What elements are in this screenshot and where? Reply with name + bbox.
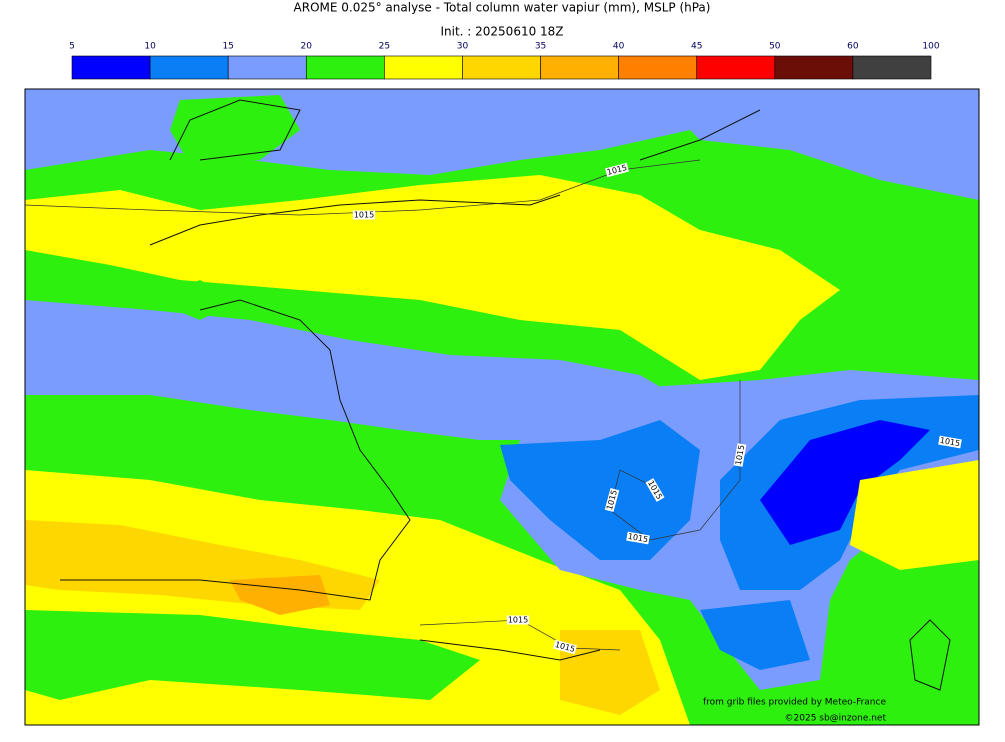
isobar-label: 1015 — [939, 436, 961, 448]
colorbar-bin — [71, 55, 151, 80]
coastline — [419, 639, 601, 661]
isobar-label-bg — [938, 435, 962, 449]
colorbar-bin — [852, 55, 932, 80]
colorbar-tick-label: 60 — [847, 42, 859, 52]
coastline — [639, 109, 761, 161]
colorbar-tick-label: 50 — [769, 42, 781, 52]
field-yellow — [25, 175, 840, 380]
isobar-label-bg — [645, 478, 665, 502]
credit: ©2025 sb@inzone.net — [785, 714, 887, 724]
field-darkblue — [760, 420, 930, 545]
isobar-label: 1015 — [508, 616, 528, 625]
colorbar-tick-label: 100 — [922, 42, 939, 52]
field-green — [150, 280, 240, 320]
field-yellow — [850, 460, 979, 570]
colorbar-bin — [227, 55, 307, 80]
isobar — [419, 619, 621, 651]
isobar-label-bg — [605, 162, 629, 178]
colorbar-bin — [384, 55, 463, 80]
colorbar-tick-label: 35 — [535, 42, 546, 52]
isobar-label-bg — [626, 531, 650, 545]
isobar-label: 1015 — [627, 532, 649, 544]
colorbar-tick-label: 5 — [69, 42, 75, 52]
colorbar-tick-label: 15 — [222, 42, 233, 52]
isobar-label-bg — [352, 210, 376, 220]
isobar-label: 1015 — [734, 444, 746, 466]
subtitle: Init. : 20250610 18Z — [440, 25, 563, 39]
field-green — [25, 610, 480, 700]
field-lightblue — [650, 89, 979, 200]
colorbar-bin — [696, 55, 776, 80]
colorbar-bin — [540, 55, 619, 80]
isobar-label-bg — [733, 443, 747, 467]
coastline — [60, 299, 411, 601]
coastline — [909, 619, 951, 691]
map — [25, 89, 979, 725]
colorbar: 5 10 15 20 25 30 35 40 45 50 60 100 — [69, 42, 940, 80]
coastlines — [60, 99, 951, 691]
colorbar-bin — [149, 55, 229, 80]
colorbar-bin — [618, 55, 698, 80]
map-frame — [24, 88, 980, 726]
isobar-label-bg — [553, 639, 577, 655]
credit: from grib files provided by Meteo-France — [703, 698, 886, 708]
title: AROME 0.025° analyse - Total column wate… — [294, 1, 711, 15]
colorbar-bin — [305, 55, 385, 80]
field-green — [170, 95, 300, 165]
field-gold — [560, 630, 660, 715]
coastline — [149, 194, 561, 246]
isobar — [609, 380, 741, 541]
field-blue — [700, 600, 810, 670]
isobar-label-bg — [604, 488, 620, 512]
colorbar-tick-label: 10 — [144, 42, 156, 52]
colorbar-bin — [774, 55, 854, 80]
colorbar-tick-label: 45 — [691, 42, 702, 52]
colorbar-tick-label: 30 — [457, 42, 469, 52]
field-lightblue — [25, 300, 700, 450]
colorbar-tick-label: 20 — [301, 42, 313, 52]
coastline — [169, 99, 301, 161]
isobar-label: 1015 — [354, 211, 374, 220]
colorbar-tick-label: 25 — [379, 42, 390, 52]
field-blue — [500, 420, 700, 560]
isobar-label-bg — [506, 615, 530, 625]
colorbar-tick-label: 40 — [613, 42, 625, 52]
colorbar-bin — [462, 55, 541, 80]
